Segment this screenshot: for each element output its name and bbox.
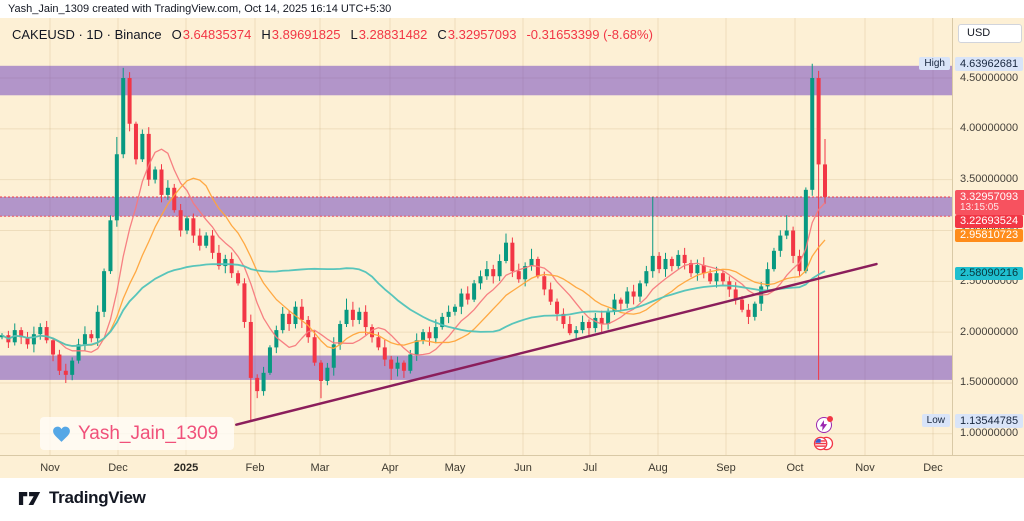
open-value: O 3.64835374 — [171, 27, 252, 42]
price-tick-label: 2.00000000 — [960, 325, 1019, 338]
attribution-text: Yash_Jain_1309 created with TradingView.… — [8, 3, 392, 15]
chart-background — [0, 18, 1024, 478]
low-value: L 3.28831482 — [350, 27, 428, 42]
current-price-badge: 3.32957093 13:15:05 — [955, 190, 1024, 215]
price-tick-label: 1.00000000 — [960, 427, 1019, 440]
high-marker-chip: High — [919, 57, 950, 70]
time-tick-label: Aug — [648, 462, 668, 474]
time-tick-label: Nov — [40, 462, 60, 474]
chart-legend: CAKEUSD · 1D · Binance O 3.64835374 H 3.89… — [12, 27, 653, 42]
time-tick-label: Dec — [923, 462, 943, 474]
symbol-title[interactable]: CAKEUSD · 1D · Binance — [12, 27, 162, 42]
high-value: H 3.89691825 — [261, 27, 341, 42]
tradingview-logo-icon — [18, 491, 41, 505]
tradingview-logo[interactable]: TradingView — [18, 488, 146, 508]
low-marker-chip: Low — [921, 414, 950, 427]
watermark-text: Yash_Jain_1309 — [78, 422, 219, 444]
blue-heart-icon — [53, 426, 70, 442]
price-axis[interactable]: 4.63962681 1.13544785 3.32957093 13:15:0… — [952, 18, 1024, 455]
time-tick-label: Apr — [381, 462, 399, 474]
footer: TradingView — [0, 478, 1024, 521]
lightning-bolt-icon — [819, 419, 828, 431]
time-tick-label: Feb — [245, 462, 265, 474]
ma-value-badge: 3.22693524 — [955, 215, 1023, 228]
time-tick-label: May — [444, 462, 466, 474]
bar-countdown: 13:15:05 — [960, 202, 999, 213]
currency-toggle-button[interactable]: USD — [958, 24, 1022, 43]
time-tick-label: Dec — [108, 462, 128, 474]
time-tick-label: Jun — [514, 462, 532, 474]
time-tick-label: Nov — [855, 462, 875, 474]
price-tick-label: 1.50000000 — [960, 376, 1019, 389]
time-tick-label: Mar — [310, 462, 330, 474]
high-price-badge: 4.63962681 — [955, 57, 1023, 71]
time-tick-label: Oct — [786, 462, 804, 474]
time-tick-label: 2025 — [173, 462, 199, 474]
time-axis[interactable]: Nov Dec 2025 Feb Mar Apr May Jun Jul Aug Sep Oct Nov… — [0, 455, 1024, 478]
watermark-drawing[interactable]: Yash_Jain_1309 — [40, 417, 235, 450]
price-tick-label: 4.00000000 — [960, 122, 1019, 135]
close-value: C 3.32957093 — [437, 27, 517, 42]
notification-dot — [826, 416, 833, 422]
current-price-value: 3.32957093 — [960, 191, 1019, 203]
tradingview-logo-text: TradingView — [49, 488, 146, 507]
price-tick-label: 3.50000000 — [960, 173, 1019, 186]
time-tick-label: Jul — [582, 462, 598, 474]
timeline-event-icons — [813, 416, 834, 452]
time-tick-label: Sep — [716, 462, 736, 474]
flash-event-icon[interactable] — [815, 416, 833, 433]
economic-event-icon[interactable] — [813, 435, 834, 452]
change-value: -0.31653399 (-8.68%) — [526, 27, 653, 42]
low-price-badge: 1.13544785 — [955, 414, 1023, 428]
price-tick-label: 4.50000000 — [960, 71, 1019, 84]
ma-value-badge: 2.58090216 — [955, 266, 1023, 280]
ma-value-badge: 2.95810723 — [955, 229, 1023, 242]
